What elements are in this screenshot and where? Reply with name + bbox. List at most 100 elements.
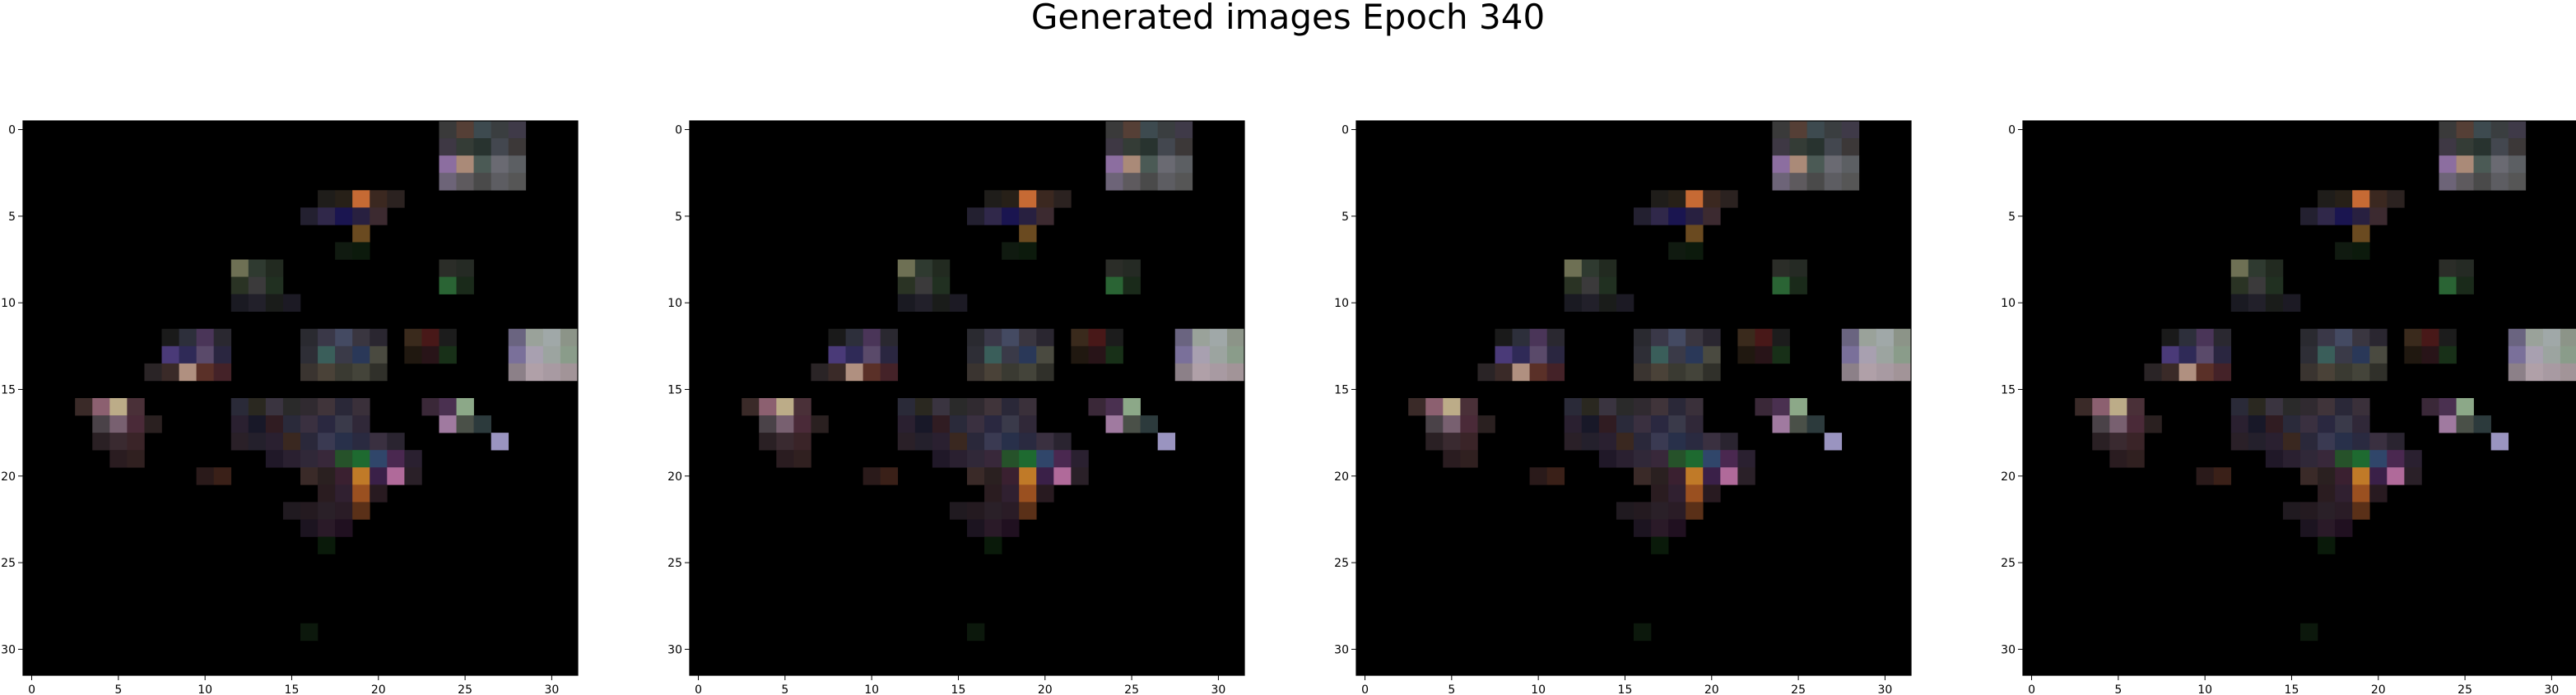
- pixel-cell: [742, 398, 759, 415]
- pixel-cell: [1634, 519, 1651, 536]
- pixel-cell: [1703, 433, 1720, 450]
- pixel-cell: [1088, 329, 1105, 346]
- pixel-cell: [1210, 329, 1227, 346]
- pixel-cell: [1703, 190, 1720, 207]
- image-panel-4: 0 5 10 15 20 25 30051015202530: [2000, 0, 2576, 695]
- y-tick-label: 30: [2001, 643, 2016, 656]
- pixel-cell: [2300, 398, 2318, 415]
- pixel-cell: [1547, 329, 1565, 346]
- pixel-cell: [1019, 346, 1036, 364]
- pixel-cell: [318, 519, 335, 536]
- pixel-cell: [1425, 398, 1443, 415]
- pixel-cell: [457, 260, 474, 277]
- pixel-cell: [370, 329, 387, 346]
- pixel-cell: [127, 450, 144, 467]
- pixel-cell: [335, 450, 352, 467]
- pixel-cell: [811, 415, 828, 433]
- pixel-cell: [335, 415, 352, 433]
- pixel-cell: [1773, 121, 1790, 138]
- pixel-cell: [2266, 277, 2283, 294]
- pixel-cell: [2197, 467, 2214, 484]
- pixel-cell: [1158, 138, 1175, 155]
- pixel-cell: [2439, 415, 2457, 433]
- pixel-cell: [352, 484, 370, 502]
- pixel-cell: [335, 329, 352, 346]
- pixel-cell: [2352, 225, 2369, 242]
- pixel-cell: [1053, 433, 1071, 450]
- pixel-cell: [1859, 329, 1876, 346]
- pixel-cell: [2318, 484, 2335, 502]
- pixel-cell: [2179, 329, 2197, 346]
- pixel-cell: [1842, 173, 1859, 190]
- image-panel-2: 0 5 10 15 20 25 30051015202530: [667, 0, 1251, 695]
- pixel-cell: [2109, 450, 2127, 467]
- pixel-cell: [1053, 467, 1071, 484]
- pixel-cell: [950, 450, 967, 467]
- pixel-cell: [2300, 502, 2318, 519]
- pixel-cell: [266, 277, 283, 294]
- pixel-cell: [1842, 346, 1859, 364]
- pixel-cell: [1651, 346, 1668, 364]
- pixel-cell: [2335, 450, 2352, 467]
- pixel-cell: [1036, 346, 1053, 364]
- pixel-cell: [1175, 121, 1193, 138]
- pixel-cell: [439, 260, 457, 277]
- y-tick-label: 25: [1, 557, 16, 570]
- pixel-cell: [352, 502, 370, 519]
- pixel-cell: [1773, 173, 1790, 190]
- pixel-cell: [1668, 433, 1686, 450]
- pixel-cell: [75, 398, 92, 415]
- pixel-cell: [1686, 415, 1703, 433]
- pixel-cell: [2457, 138, 2474, 155]
- pixel-cell: [984, 346, 1002, 364]
- x-tick-label: 20: [1038, 683, 1053, 695]
- pixel-cell: [1599, 398, 1616, 415]
- pixel-cell: [2335, 467, 2352, 484]
- pixel-cell: [266, 294, 283, 312]
- pixel-cell: [1703, 484, 1720, 502]
- pixel-cell: [2318, 364, 2335, 381]
- pixel-cell: [109, 433, 127, 450]
- pixel-cell: [898, 277, 915, 294]
- pixel-cell: [457, 121, 474, 138]
- pixel-cell: [214, 364, 231, 381]
- pixel-cell: [1106, 415, 1123, 433]
- pixel-cell: [2352, 329, 2369, 346]
- pixel-cell: [1002, 190, 1019, 207]
- pixel-cell: [1547, 467, 1565, 484]
- pixel-cell: [1876, 364, 1894, 381]
- pixel-cell: [2369, 364, 2387, 381]
- pixel-cell: [92, 415, 109, 433]
- pixel-cell: [2526, 364, 2543, 381]
- pixel-cell: [881, 329, 898, 346]
- pixel-cell: [932, 433, 950, 450]
- pixel-cell: [1773, 277, 1790, 294]
- pixel-cell: [318, 398, 335, 415]
- pixel-cell: [2509, 138, 2526, 155]
- pixel-cell: [881, 364, 898, 381]
- pixel-cell: [352, 190, 370, 207]
- pixel-cell: [2092, 398, 2109, 415]
- pixel-cell: [1002, 364, 1019, 381]
- pixel-cell: [1002, 433, 1019, 450]
- pixel-cell: [1599, 260, 1616, 277]
- pixel-cell: [915, 433, 932, 450]
- pixel-cell: [162, 346, 179, 364]
- x-tick-label: 0: [695, 683, 702, 695]
- pixel-cell: [2509, 173, 2526, 190]
- pixel-cell: [793, 398, 811, 415]
- pixel-cell: [109, 398, 127, 415]
- pixel-cell: [1686, 242, 1703, 259]
- x-tick-label: 25: [2457, 683, 2472, 695]
- pixel-cell: [932, 398, 950, 415]
- pixel-cell: [2509, 155, 2526, 173]
- pixel-cell: [300, 207, 318, 225]
- y-tick-label: 15: [667, 383, 682, 396]
- pixel-cell: [1002, 484, 1019, 502]
- y-tick-label: 5: [2008, 211, 2016, 224]
- pixel-cell: [1141, 121, 1158, 138]
- pixel-cell: [266, 260, 283, 277]
- pixel-cell: [318, 502, 335, 519]
- pixel-cell: [2335, 242, 2352, 259]
- pixel-cell: [1651, 207, 1668, 225]
